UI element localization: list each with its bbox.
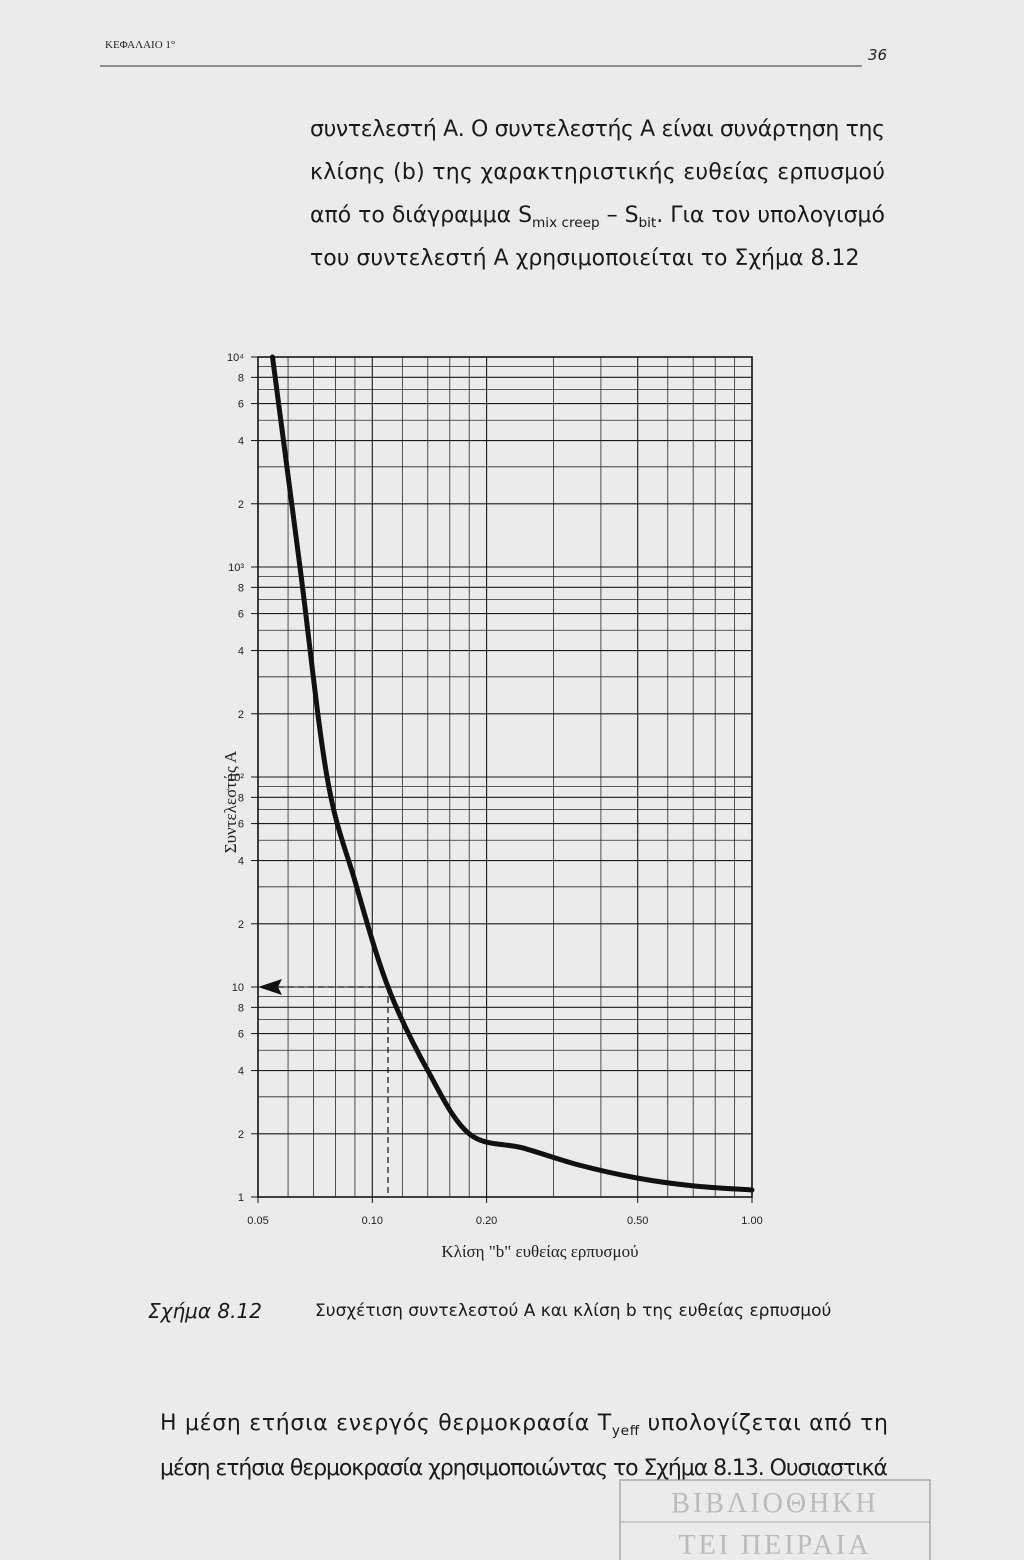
x-axis-label: Κλίση "b" ευθείας ερπυσμού (441, 1242, 638, 1261)
subscript: mix creep (532, 215, 600, 231)
y-tick-label: 8 (238, 582, 244, 594)
y-tick-label: 6 (238, 399, 244, 411)
x-tick-label: 0.05 (247, 1215, 268, 1227)
x-tick-label: 1.00 (741, 1215, 762, 1227)
y-tick-label: 4 (238, 646, 244, 658)
chapter-header: ΚΕΦΑΛΑΙΟ 1° (105, 39, 175, 51)
y-tick-label: 6 (238, 819, 244, 831)
y-tick-label: 8 (238, 792, 244, 804)
text-segment: Η μέση ετήσια ενεργός θερμοκρασία T (160, 1411, 612, 1436)
y-tick-label: 2 (238, 499, 244, 511)
stamp-text: ΒΙΒΛΙΟΘΗΚΗ (671, 1488, 878, 1519)
paragraph-line: από το διάγραμμα Smix creep – Sbit. Για … (310, 203, 885, 231)
y-tick-label: 4 (238, 436, 244, 448)
curve (270, 354, 755, 1193)
text-segment: κλίσης (b) της χαρακτηριστικής ευθείας ε… (310, 160, 885, 185)
paragraph-line: Η μέση ετήσια ενεργός θερμοκρασία Tyeff … (160, 1411, 888, 1439)
stamp-text: ΤΕΙ ΠΕΙΡΑΙΑ (679, 1530, 872, 1560)
text-segment: του συντελεστή Α χρησιμοποιείται το Σχήμ… (310, 246, 859, 271)
paragraph-line: συντελεστή Α. Ο συντελεστής Α είναι συνά… (310, 117, 885, 142)
y-tick-label: 8 (238, 372, 244, 384)
y-tick-label: 6 (238, 609, 244, 621)
y-tick-label: 4 (238, 856, 244, 868)
y-tick-label: 10³ (228, 562, 244, 574)
subscript: yeff (612, 1423, 640, 1439)
text-segment: συντελεστή Α. Ο συντελεστής Α είναι συνά… (310, 117, 885, 142)
y-tick-label: 6 (238, 1029, 244, 1041)
paragraph-line: μέση ετήσια θερμοκρασία χρησιμοποιώντας … (160, 1456, 888, 1481)
y-tick-label: 4 (238, 1066, 244, 1078)
y-tick-label: 1 (238, 1192, 244, 1204)
paragraph-line: του συντελεστή Α χρησιμοποιείται το Σχήμ… (310, 246, 859, 271)
y-tick-label: 2 (238, 1129, 244, 1141)
stamp-box (619, 1479, 931, 1560)
text-segment: – S (600, 203, 639, 228)
y-axis-label: Συντελεστής Α (221, 750, 240, 853)
y-tick-label: 2 (238, 709, 244, 721)
y-tick-label: 10⁴ (227, 352, 244, 364)
text-segment: υπολογίζεται από τη (640, 1411, 888, 1436)
x-tick-label: 0.50 (627, 1215, 648, 1227)
y-tick-label: 10 (232, 982, 244, 994)
page-number: 36 (868, 46, 887, 64)
text-segment: . Για τον υπολογισμό (656, 203, 885, 228)
paragraph-line: κλίσης (b) της χαρακτηριστικής ευθείας ε… (310, 160, 885, 185)
y-tick-label: 8 (238, 1002, 244, 1014)
text-segment: από το διάγραμμα S (310, 203, 532, 228)
y-tick-label: 2 (238, 919, 244, 931)
caption-text: Συσχέτιση συντελεστού Α και κλίση b της … (315, 1301, 831, 1321)
x-tick-label: 0.20 (476, 1215, 497, 1227)
guide-arrow (258, 979, 282, 995)
subscript: bit (639, 215, 657, 231)
x-tick-label: 0.10 (362, 1215, 383, 1227)
caption-label: Σχήμα 8.12 (148, 1299, 262, 1323)
y-tick-label: 10² (228, 772, 244, 784)
text-segment: μέση ετήσια θερμοκρασία χρησιμοποιώντας … (160, 1456, 888, 1481)
